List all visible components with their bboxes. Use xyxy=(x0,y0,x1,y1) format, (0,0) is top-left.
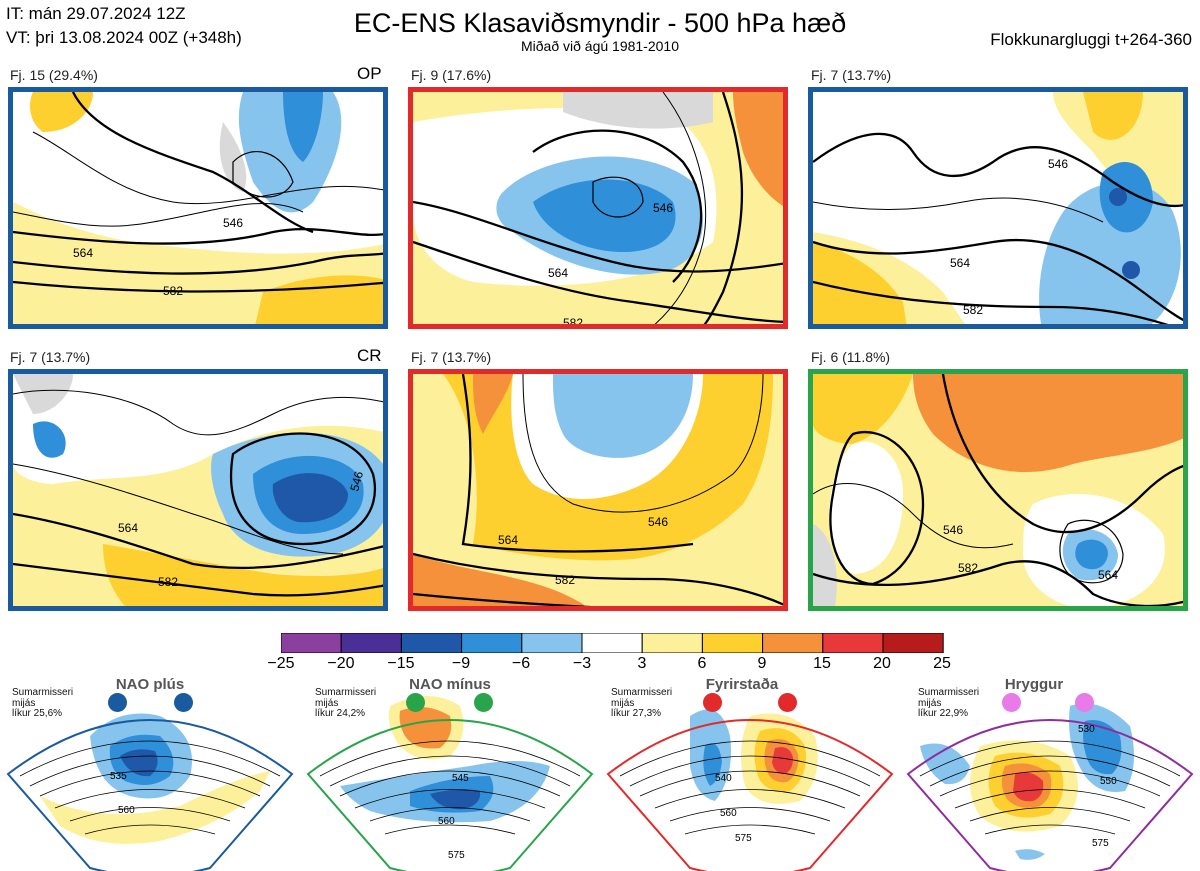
colorbar-segment xyxy=(762,633,824,653)
regime-blocking-info: Sumarmisseri mijás líkur 27,3% xyxy=(611,687,673,719)
colorbar-tick: −20 xyxy=(327,655,355,672)
regime-ridge: 530 550 575 xyxy=(900,676,1200,871)
contour-label: 560 xyxy=(720,808,737,819)
cluster-panel-1: 546 564 582 xyxy=(8,87,388,329)
colorbar-tick: −25 xyxy=(267,655,295,672)
contour-label: 582 xyxy=(963,303,983,317)
contour-label: 550 xyxy=(1100,776,1117,787)
contour-label: 546 xyxy=(653,201,673,215)
contour-label: 546 xyxy=(223,216,243,230)
colorbar-segment xyxy=(400,633,463,653)
valid-time: VT: þri 13.08.2024 00Z (+348h) xyxy=(6,28,242,47)
regime-marker-dot xyxy=(174,693,193,712)
regime-marker-dot xyxy=(778,693,797,712)
contour-label: 564 xyxy=(73,246,93,260)
panel-1-label: Fj. 15 (29.4%) xyxy=(10,67,98,83)
colorbar-segment xyxy=(882,633,944,653)
regime-marker-dot xyxy=(108,693,127,712)
colorbar-segment xyxy=(461,633,523,653)
contour-label: 575 xyxy=(735,833,752,844)
cluster-panel-3: 546 564 582 xyxy=(808,87,1188,329)
panel-4-label: Fj. 7 (13.7%) xyxy=(10,349,91,365)
colorbar-segment xyxy=(641,633,703,653)
colorbar-segment xyxy=(340,633,402,653)
anomaly-colorbar xyxy=(281,633,944,653)
page-title: EC-ENS Klasaviðsmyndir - 500 hPa hæð xyxy=(353,8,847,38)
regime-blocking: 540 560 575 xyxy=(600,676,900,871)
contour-label: 560 xyxy=(118,805,135,816)
contour-label: 546 xyxy=(347,469,366,492)
colorbar-tick: 9 xyxy=(757,655,767,672)
contour-label: 545 xyxy=(452,773,469,784)
panel-6-label: Fj. 6 (11.8%) xyxy=(811,349,891,365)
page-subtitle: Miðað við ágú 1981-2010 xyxy=(520,38,679,54)
panel-1-tag: OP xyxy=(357,64,382,83)
panel-2-label: Fj. 9 (17.6%) xyxy=(411,67,492,83)
colorbar-segment xyxy=(701,633,764,653)
regime-ridge-name: Hryggur xyxy=(1004,676,1064,693)
contour-label: 564 xyxy=(498,533,518,547)
colorbar-tick: 6 xyxy=(697,655,707,672)
initial-time: IT: mán 29.07.2024 12Z xyxy=(6,4,186,23)
colorbar-tick: −15 xyxy=(387,655,415,672)
contour-label: 540 xyxy=(715,773,732,784)
regime-marker-dot xyxy=(474,693,493,712)
colorbar-tick: 20 xyxy=(873,655,891,672)
regime-nao-plus-name: NAO plús xyxy=(115,676,185,693)
classification-window: Flokkunargluggi t+264-360 xyxy=(990,30,1192,49)
regime-ridge-info: Sumarmisseri mijás líkur 22,9% xyxy=(918,687,980,719)
colorbar-segment xyxy=(521,633,583,653)
regime-blocking-name: Fyrirstaða xyxy=(705,676,779,693)
contour-label: 564 xyxy=(1098,568,1118,582)
regime-nao-plus: 535 560 xyxy=(0,676,300,871)
colorbar-segment xyxy=(581,633,643,653)
regime-marker-dot xyxy=(1075,693,1094,712)
contour-label: 575 xyxy=(1092,838,1109,849)
cluster-panel-5: 546 564 582 xyxy=(408,369,788,611)
colorbar-tick: 25 xyxy=(933,655,951,672)
colorbar-segment xyxy=(822,633,884,653)
contour-label: 582 xyxy=(563,316,583,329)
regime-nao-minus-info: Sumarmisseri mijás líkur 24,2% xyxy=(315,687,377,719)
colorbar-tick: −6 xyxy=(511,655,531,672)
contour-label: 582 xyxy=(958,561,978,575)
cluster-panel-2: 546 564 582 xyxy=(408,87,788,329)
contour-label: 582 xyxy=(163,284,183,298)
colorbar-tick: 3 xyxy=(637,655,647,672)
cluster-panel-6: 546 564 582 xyxy=(808,369,1188,611)
colorbar-tick: 15 xyxy=(813,655,831,672)
panel-5-label: Fj. 7 (13.7%) xyxy=(411,349,492,365)
cluster-panel-4: 546 564 582 xyxy=(8,369,388,611)
contour-label: 582 xyxy=(555,573,575,587)
contour-label: 582 xyxy=(158,575,178,589)
regime-marker-dot xyxy=(406,693,425,712)
contour-label: 564 xyxy=(548,266,568,280)
contour-label: 575 xyxy=(448,850,465,861)
panel-3-label: Fj. 7 (13.7%) xyxy=(811,67,892,83)
panel-4-tag: CR xyxy=(357,346,382,365)
contour-label: 546 xyxy=(1048,157,1068,171)
regime-marker-dot xyxy=(703,693,722,712)
contour-label: 560 xyxy=(438,816,455,827)
contour-label: 546 xyxy=(648,515,668,529)
regime-nao-minus: 545 560 575 xyxy=(300,676,600,871)
contour-label: 564 xyxy=(950,256,970,270)
regime-nao-plus-info: Sumarmisseri mijás líkur 25,6% xyxy=(12,687,74,719)
contour-label: 535 xyxy=(110,771,127,782)
colorbar-segment xyxy=(281,633,342,653)
colorbar-tick: −9 xyxy=(451,655,471,672)
contour-label: 546 xyxy=(943,523,963,537)
contour-label: 564 xyxy=(118,521,138,535)
regime-marker-dot xyxy=(1002,693,1021,712)
regime-nao-minus-name: NAO mínus xyxy=(409,676,491,693)
contour-label: 530 xyxy=(1078,724,1095,735)
colorbar-tick: −3 xyxy=(572,655,592,672)
